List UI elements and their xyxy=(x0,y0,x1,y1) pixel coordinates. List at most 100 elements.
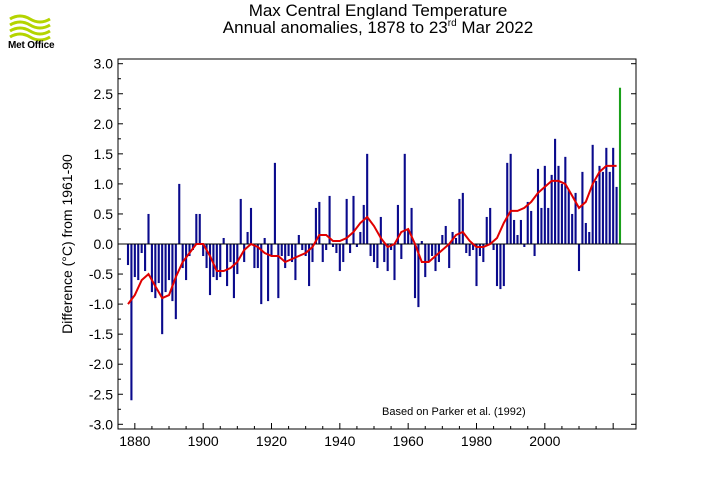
y-axis: 3.0 2.5 2.0 1.5 1.0 0.5 0.0 -0.5 -1.0 -1.5 -2.0 -2.… xyxy=(89,56,636,432)
anomaly-bar xyxy=(506,162,509,244)
y-tick-label: -1.0 xyxy=(89,296,113,312)
anomaly-bar xyxy=(615,186,618,244)
anomaly-bar xyxy=(362,204,365,244)
y-tick-label: -3.0 xyxy=(89,416,113,432)
anomaly-bar xyxy=(212,244,215,278)
subtitle-superscript: rd xyxy=(447,18,457,29)
y-tick-label: -2.5 xyxy=(89,386,113,402)
anomaly-bar xyxy=(574,192,577,244)
anomaly-bar xyxy=(171,244,174,302)
anomaly-bar xyxy=(256,244,259,269)
anomaly-bar xyxy=(407,228,410,244)
anomaly-bar xyxy=(492,244,495,251)
anomaly-bar xyxy=(523,244,526,247)
y-tick-label: 2.0 xyxy=(94,116,114,132)
anomaly-bar xyxy=(198,213,201,244)
x-axis: 1880 1900 1920 1940 1960 1980 2000 xyxy=(119,423,614,449)
anomaly-bar xyxy=(314,207,317,244)
anomaly-bar xyxy=(567,189,570,244)
anomaly-bar xyxy=(338,244,341,272)
anomaly-bar xyxy=(485,216,488,244)
anomaly-bar xyxy=(410,207,413,244)
x-tick-label: 1900 xyxy=(188,433,219,449)
anomaly-bar xyxy=(174,244,177,320)
anomaly-bar xyxy=(126,244,130,266)
anomaly-bar xyxy=(287,244,290,257)
anomaly-bar xyxy=(468,244,471,257)
anomaly-bar xyxy=(222,237,225,244)
anomaly-bar xyxy=(328,195,331,244)
anomaly-bar xyxy=(502,244,505,287)
subtitle-suffix: Mar 2022 xyxy=(456,18,534,37)
anomaly-bar xyxy=(376,244,379,269)
y-tick-label: 0.5 xyxy=(94,206,114,222)
anomaly-bar xyxy=(413,244,417,299)
anomaly-bar xyxy=(253,244,256,269)
anomaly-bar xyxy=(560,183,563,244)
anomaly-bar xyxy=(495,244,499,287)
anomaly-bar xyxy=(246,231,249,244)
anomaly-bar xyxy=(349,244,352,254)
current-year-bar xyxy=(618,87,622,245)
anomaly-bar xyxy=(229,244,232,263)
anomaly-bar xyxy=(178,183,181,244)
met-office-logo-text: Met Office xyxy=(8,40,55,51)
y-tick-label: 3.0 xyxy=(94,56,114,72)
anomaly-bar xyxy=(458,198,461,244)
anomaly-bar xyxy=(321,244,324,263)
anomaly-bar xyxy=(331,244,335,247)
anomaly-bar xyxy=(608,171,611,244)
anomaly-bar xyxy=(591,144,594,244)
anomaly-bar xyxy=(325,244,328,251)
anomaly-bar xyxy=(366,153,369,244)
anomaly-bar xyxy=(290,244,294,263)
chart-title-block: Max Central England Temperature Annual a… xyxy=(118,2,638,37)
anomaly-bar xyxy=(267,244,270,302)
anomaly-bar xyxy=(355,244,358,247)
anomaly-bar xyxy=(526,201,529,244)
anomaly-bar xyxy=(465,244,468,254)
anomaly-bar xyxy=(294,244,297,281)
anomaly-bar xyxy=(144,244,147,272)
anomaly-bar xyxy=(434,244,437,272)
anomaly-bar xyxy=(564,156,567,244)
anomaly-bar xyxy=(612,147,615,244)
anomaly-bar xyxy=(215,244,218,281)
anomaly-bar xyxy=(424,244,427,278)
anomaly-bar xyxy=(263,237,266,244)
anomaly-bar xyxy=(147,213,150,244)
anomaly-bar xyxy=(352,195,355,244)
anomaly-bar xyxy=(431,244,434,257)
anomaly-bar xyxy=(260,244,263,305)
subtitle-prefix: Annual anomalies, 1878 to 23 xyxy=(222,18,448,37)
x-tick-label: 1880 xyxy=(119,433,150,449)
anomaly-bar xyxy=(219,244,222,278)
anomaly-bar xyxy=(536,168,540,245)
anomaly-bar xyxy=(550,174,553,244)
anomaly-bar xyxy=(547,207,550,244)
anomaly-bar xyxy=(202,244,205,257)
anomaly-bar xyxy=(130,244,133,401)
anomaly-bar xyxy=(345,198,348,244)
anomaly-bar xyxy=(601,171,604,244)
smoothed-curve xyxy=(127,164,617,305)
anomaly-bar xyxy=(359,231,362,244)
met-office-logo xyxy=(9,14,51,42)
anomaly-bar xyxy=(249,207,253,244)
x-tick-label: 1960 xyxy=(393,433,424,449)
y-tick-label: 2.5 xyxy=(94,86,114,102)
anomaly-bar xyxy=(557,165,560,244)
y-tick-label: 0.0 xyxy=(94,236,114,252)
anomaly-bar xyxy=(441,234,444,244)
anomaly-bar xyxy=(393,244,396,281)
y-tick-label: 1.5 xyxy=(94,146,114,162)
anomaly-bar xyxy=(478,244,481,257)
anomaly-bar xyxy=(270,244,273,257)
anomaly-bar xyxy=(482,244,485,263)
source-annotation: Based on Parker et al. (1992) xyxy=(382,406,526,418)
anomaly-bar xyxy=(489,207,492,244)
anomaly-bar xyxy=(472,244,475,251)
anomaly-bar xyxy=(516,234,519,244)
anomaly-bar xyxy=(584,222,587,244)
